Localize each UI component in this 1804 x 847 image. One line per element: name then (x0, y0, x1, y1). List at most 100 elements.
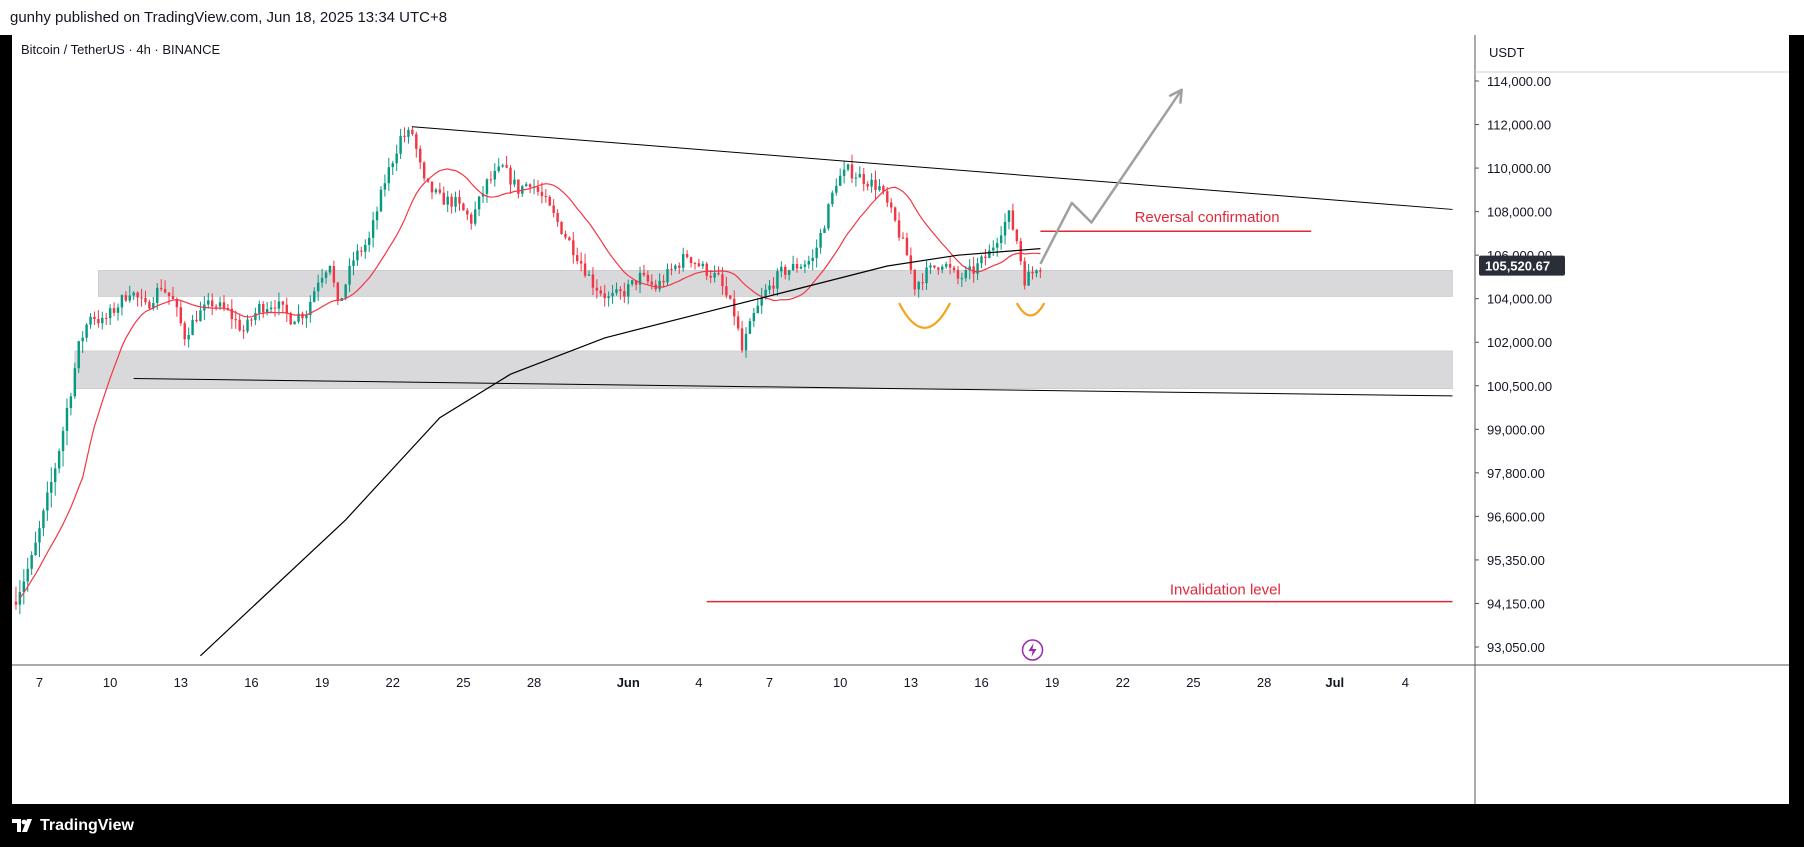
candle-body (901, 237, 905, 239)
candle-body (780, 266, 783, 272)
candle-body (258, 304, 261, 314)
candle-body (842, 169, 846, 176)
tradingview-logo[interactable]: TradingView (12, 816, 134, 836)
candle-body (77, 341, 80, 369)
candle-body (768, 285, 771, 290)
candle-body (462, 203, 465, 211)
candle-body (693, 262, 697, 264)
zone-lower (74, 350, 1453, 389)
candle-body (995, 243, 999, 248)
invalidation-level-label: Invalidation level (1170, 582, 1281, 599)
candle-body (489, 179, 493, 181)
candle-body (929, 265, 932, 268)
last-price-label: 105,520.67 (1485, 259, 1550, 274)
publisher-line: gunhy published on TradingView.com, Jun … (10, 9, 448, 26)
candle-body (22, 581, 26, 592)
candle-body (591, 274, 595, 288)
candle-body (866, 183, 869, 187)
candle-body (787, 270, 791, 275)
candle-body (1011, 210, 1015, 230)
candle-body (815, 247, 818, 258)
candle-body (415, 134, 418, 149)
candle-body (470, 214, 473, 224)
cup-pattern-2 (1015, 302, 1046, 317)
candle-body (960, 278, 964, 280)
candle-body (207, 300, 210, 305)
candle-body (442, 192, 445, 205)
candle-body (466, 210, 469, 215)
candle-body (819, 232, 822, 248)
candle-body (999, 235, 1003, 244)
candle-body (375, 211, 379, 221)
candle-body (517, 179, 520, 194)
candle-body (717, 273, 720, 275)
price-chart[interactable]: Reversal confirmation Invalidation level B… (12, 35, 1789, 804)
candle-body (234, 319, 237, 321)
x-tick-label: 25 (456, 675, 470, 690)
candle-body (183, 323, 186, 340)
candle-body (791, 264, 795, 271)
candle-body (61, 430, 65, 452)
candle-body (611, 292, 614, 297)
candle-body (124, 295, 128, 301)
candle-body (293, 321, 296, 325)
x-tick-label: 7 (36, 675, 43, 690)
candle-body (265, 309, 269, 313)
x-tick-label: 13 (174, 675, 188, 690)
x-tick-label: 7 (766, 675, 773, 690)
candle-body (646, 274, 650, 282)
candle-body (328, 265, 332, 273)
candle-body (446, 196, 449, 205)
candle-body (42, 510, 45, 529)
candle-body (630, 280, 634, 285)
candle-body (662, 280, 665, 283)
candle-body (112, 308, 116, 313)
chart-frame (12, 35, 1789, 804)
candle-body (595, 287, 599, 291)
candle-body (505, 165, 508, 168)
tradingview-logo-text: TradingView (40, 817, 134, 834)
x-tick-label: 4 (695, 675, 702, 690)
candle-body (748, 321, 752, 334)
candle-body (163, 289, 167, 293)
y-tick-label: 94,150.00 (1487, 596, 1545, 611)
candle-body (964, 270, 968, 279)
projection-arrowhead (1168, 88, 1183, 104)
candle-body (199, 310, 202, 322)
x-tick-label: 22 (386, 675, 400, 690)
candle-body (568, 237, 571, 241)
candle-body (713, 273, 716, 278)
x-tick-label: 28 (1257, 675, 1271, 690)
candle-body (101, 317, 104, 324)
candle-body (827, 204, 830, 229)
candle-body (250, 319, 253, 321)
y-tick-label: 99,000.00 (1487, 422, 1545, 437)
candle-body (890, 202, 893, 208)
candle-body (623, 291, 626, 297)
y-tick-label: 93,050.00 (1487, 640, 1545, 655)
candle-body (65, 407, 69, 431)
candle-body (992, 247, 995, 251)
candle-body (238, 319, 241, 331)
candle-body (956, 270, 960, 279)
symbol-title: Bitcoin / TetherUS · 4h · BINANCE (21, 42, 220, 57)
candle-body (367, 237, 371, 245)
candle-body (524, 184, 528, 187)
candle-body (85, 324, 88, 338)
tradingview-logo-icon (12, 819, 32, 832)
candle-body (572, 240, 575, 256)
candle-body (254, 313, 257, 321)
candle-body (136, 292, 139, 298)
candle-body (391, 163, 394, 168)
currency-label: USDT (1489, 45, 1524, 60)
candle-body (407, 129, 410, 137)
candle-body (685, 254, 689, 258)
y-tick-label: 112,000.00 (1487, 118, 1551, 133)
candle-body (242, 330, 245, 332)
candle-body (34, 542, 37, 556)
cup-pattern-1 (898, 302, 952, 329)
candle-body (721, 274, 724, 287)
y-tick-label: 96,600.00 (1487, 509, 1545, 524)
candle-body (913, 269, 916, 290)
candle-body (858, 174, 862, 178)
